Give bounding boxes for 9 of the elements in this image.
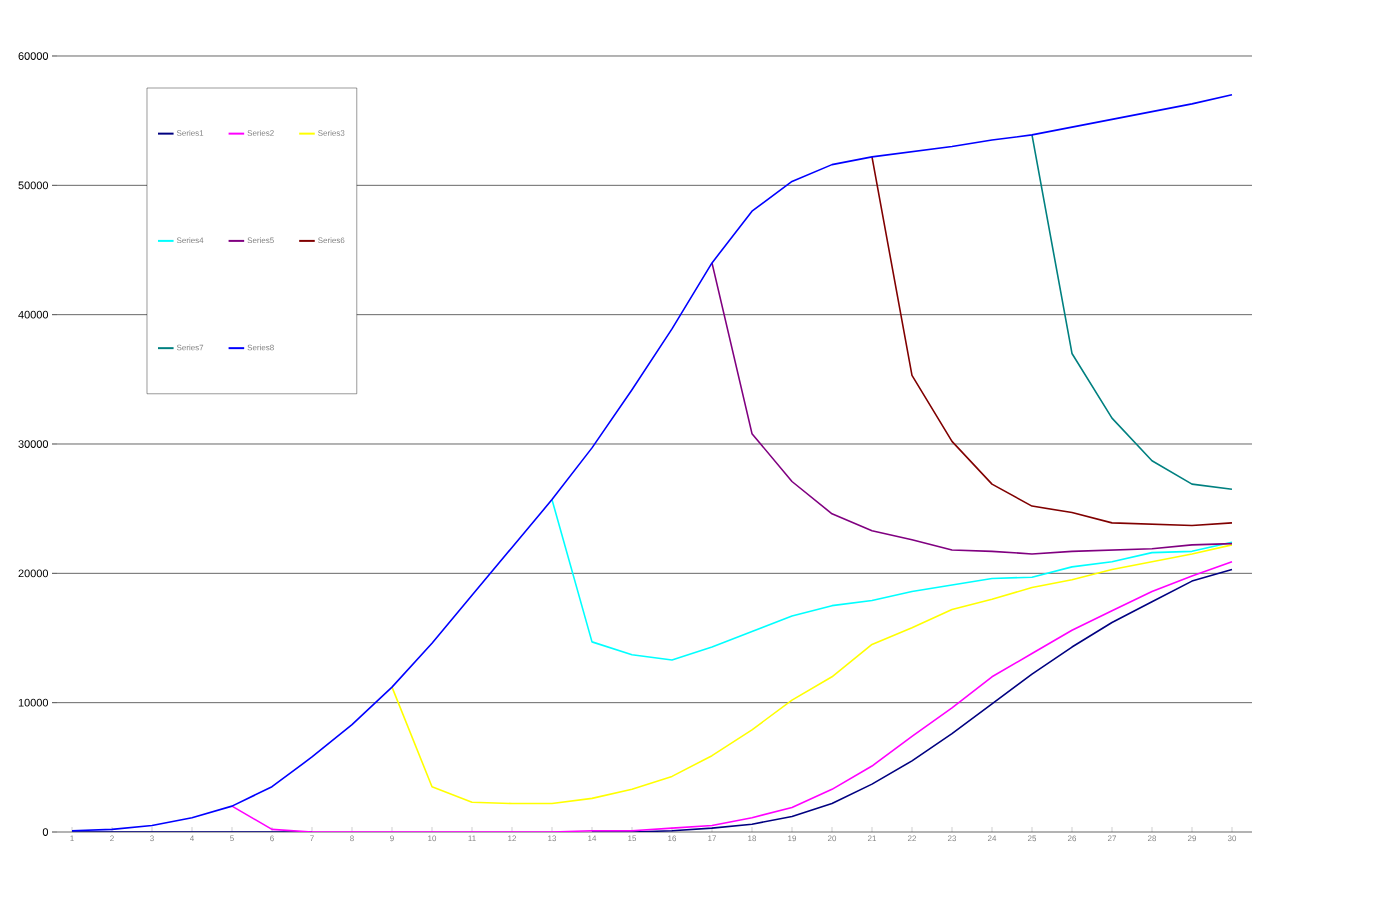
y-tick-label: 60000	[18, 52, 49, 60]
y-tick-label: 10000	[18, 698, 49, 707]
y-tick-label: 0	[42, 828, 49, 836]
y-tick-label: 20000	[18, 569, 49, 578]
y-tick-label: 30000	[18, 440, 49, 448]
line-series	[1031, 134, 1233, 491]
y-tick-label: 50000	[18, 181, 49, 190]
y-tick-label: 40000	[18, 310, 49, 319]
line-series	[551, 498, 1233, 661]
